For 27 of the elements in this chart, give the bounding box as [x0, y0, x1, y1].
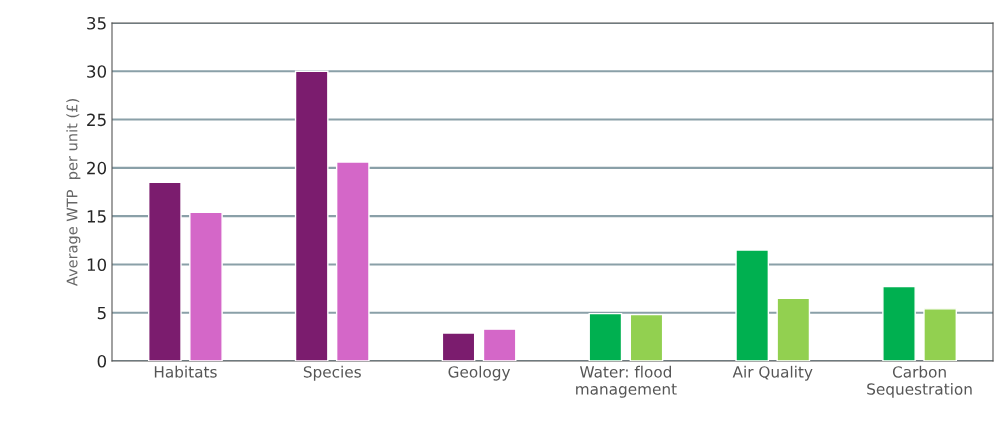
y-tick-label: 35 [87, 16, 106, 30]
y-tick-label: 30 [87, 65, 107, 78]
bar [735, 249, 770, 361]
y-tick-label: 10 [87, 258, 107, 271]
y-tick-label: 15 [87, 210, 106, 223]
bar [441, 332, 476, 361]
bar [776, 297, 811, 361]
bar [482, 328, 517, 361]
x-tick-label: Geology [448, 365, 511, 381]
y-tick-label: 0 [97, 354, 107, 368]
bar [294, 70, 329, 361]
x-tick-label: Air Quality [732, 365, 813, 381]
x-tick-label: Species [303, 365, 361, 381]
y-tick-label: 5 [97, 306, 106, 320]
bar [629, 313, 664, 361]
bar [148, 181, 182, 361]
bar [588, 312, 623, 361]
bar [923, 308, 957, 361]
y-tick-label: 25 [87, 113, 106, 127]
bar [335, 161, 370, 361]
bar [882, 285, 916, 361]
bar [189, 211, 223, 361]
x-tick-label: Water: flood management [576, 365, 677, 398]
y-tick-label: 20 [87, 161, 107, 175]
x-tick-label: Carbon Sequestration [867, 365, 972, 398]
x-tick-label: Habitats [154, 365, 217, 378]
y-axis-title: Average WTP per unit (£) [66, 99, 81, 287]
